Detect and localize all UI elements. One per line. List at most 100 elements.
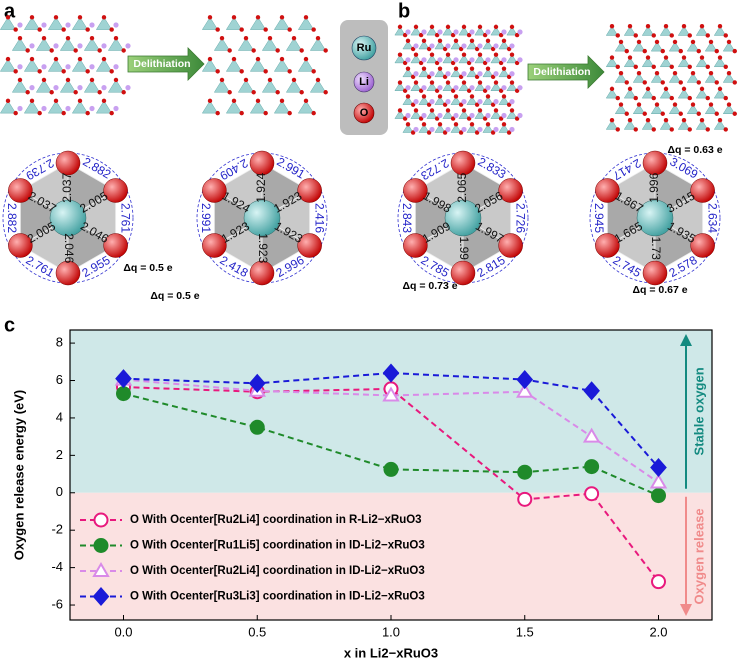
bond-length-outer: 2.882 <box>5 203 19 233</box>
lattice-o <box>466 60 472 66</box>
lattice-li <box>485 112 491 119</box>
lattice-o <box>397 24 403 30</box>
lattice-li <box>453 57 459 63</box>
charge-label: Δq = 0.73 e <box>402 280 457 292</box>
lattice-octahedron <box>498 123 510 133</box>
delithiation-arrow: Delithiation <box>127 47 205 81</box>
lattice-o <box>469 122 475 127</box>
lattice-octahedron <box>623 25 637 36</box>
lattice-li <box>445 43 451 49</box>
lattice-octahedron <box>442 109 454 119</box>
lattice-o <box>669 33 674 38</box>
lattice-li <box>89 22 95 28</box>
lattice-octahedron <box>450 40 462 50</box>
lattice-octahedron <box>249 58 267 72</box>
lattice-octahedron <box>426 109 438 119</box>
o-atom <box>8 178 33 203</box>
lattice-o <box>49 48 54 53</box>
lattice-o <box>458 130 464 135</box>
lattice-li <box>125 43 131 49</box>
lattice-octahedron <box>410 82 422 92</box>
lattice-o <box>113 36 119 41</box>
lattice-o <box>477 108 483 113</box>
lattice-li <box>101 43 107 49</box>
lattice-o <box>323 90 328 95</box>
lattice-o <box>466 32 472 38</box>
lattice-octahedron <box>11 37 29 51</box>
lattice-o <box>243 77 249 83</box>
o-atom <box>690 178 715 203</box>
lattice-o <box>37 110 42 116</box>
lattice-li <box>437 29 443 35</box>
lattice-o <box>669 64 674 69</box>
lattice-octahedron <box>498 40 510 50</box>
o-atom <box>642 260 668 286</box>
o-atom <box>403 178 428 203</box>
bond-length-outer: 2.945 <box>592 203 606 233</box>
lattice-o <box>227 90 232 95</box>
lattice-o <box>450 60 456 66</box>
lattice-o <box>434 88 440 93</box>
lattice-o <box>696 111 701 116</box>
lattice-octahedron <box>506 26 518 36</box>
lattice-o <box>717 118 723 123</box>
lattice-o <box>474 130 480 135</box>
lattice-o <box>645 118 651 123</box>
bond-length-outer: 2.843 <box>400 203 414 233</box>
lattice-octahedron <box>490 82 502 92</box>
lattice-li <box>509 71 515 77</box>
lattice-li <box>429 99 435 105</box>
lattice-octahedron <box>605 88 619 99</box>
lattice-o <box>207 56 213 62</box>
lattice-o <box>263 69 268 74</box>
lattice-o <box>445 52 451 57</box>
lattice-o <box>17 36 23 41</box>
data-point <box>248 373 266 393</box>
lattice-o <box>239 110 244 116</box>
lattice-o <box>29 98 35 104</box>
lattice-o <box>458 74 464 80</box>
lattice-octahedron <box>605 57 619 68</box>
o-atom <box>55 150 81 176</box>
lattice-li <box>77 85 83 91</box>
lattice-octahedron <box>614 72 628 83</box>
lattice-o <box>437 122 443 127</box>
o-atom <box>202 233 227 258</box>
lattice-o <box>77 98 83 104</box>
lattice-o <box>405 122 411 127</box>
data-point <box>92 586 110 607</box>
lattice-o <box>239 27 244 32</box>
lattice-li <box>429 71 435 77</box>
lattice-octahedron <box>650 72 664 83</box>
o-atom <box>202 178 227 203</box>
annotation: Oxygen release <box>691 508 706 604</box>
lattice-o <box>485 94 491 99</box>
lattice-li <box>413 71 419 77</box>
lattice-octahedron <box>474 82 486 92</box>
lattice-o <box>732 48 737 54</box>
data-point <box>116 386 131 402</box>
lattice-o <box>506 130 512 135</box>
lattice-octahedron <box>677 57 691 68</box>
lattice-octahedron <box>426 54 438 64</box>
lattice-li <box>89 64 95 70</box>
lattice-li <box>485 85 491 91</box>
lattice-o <box>437 38 443 43</box>
lattice-o <box>5 15 11 20</box>
ru-atom <box>444 199 482 237</box>
lattice-li <box>501 57 507 63</box>
lattice-o <box>696 48 701 54</box>
lattice-o <box>231 56 237 62</box>
lattice-o <box>426 74 432 80</box>
lattice-o <box>696 80 701 85</box>
lattice-o <box>65 36 71 41</box>
lattice-o <box>445 80 451 85</box>
lattice-li <box>493 43 499 49</box>
lattice-o <box>514 116 520 121</box>
lattice-o <box>85 27 90 32</box>
lattice-o <box>615 95 620 101</box>
lattice-o <box>672 39 678 45</box>
lattice-li <box>437 57 443 63</box>
lattice-octahedron <box>659 25 673 36</box>
lattice-o <box>37 69 42 74</box>
